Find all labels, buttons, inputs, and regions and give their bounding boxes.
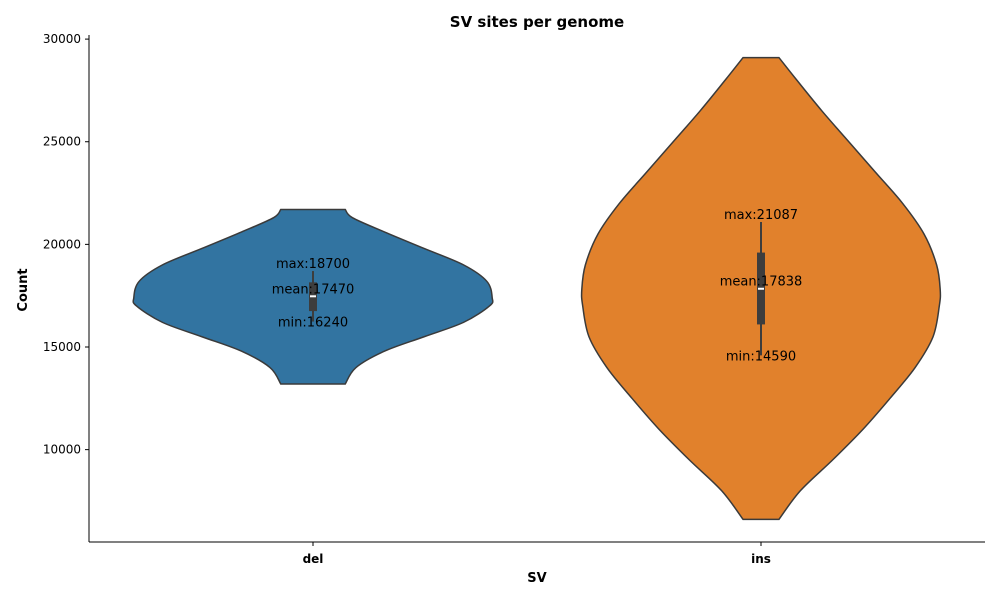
- x-tick-label-ins: ins: [751, 552, 771, 566]
- y-tick-label: 30000: [43, 32, 81, 46]
- mean-label-del: mean:17470: [272, 282, 355, 297]
- y-tick-label: 10000: [43, 443, 81, 457]
- y-tick-label: 25000: [43, 135, 81, 149]
- y-axis-label: Count: [16, 268, 31, 311]
- x-axis-label: SV: [527, 571, 546, 586]
- violin-ins: max:21087 mean:17838 min:14590: [580, 56, 942, 521]
- min-label-ins: min:14590: [726, 349, 796, 364]
- y-tick-label: 20000: [43, 237, 81, 251]
- violin-del: max:18700 mean:17470 min:16240: [132, 208, 494, 385]
- min-label-del: min:16240: [278, 316, 348, 331]
- y-tick-label: 15000: [43, 340, 81, 354]
- max-label-ins: max:21087: [724, 208, 798, 223]
- x-tick-label-del: del: [303, 552, 324, 566]
- max-label-del: max:18700: [276, 257, 350, 272]
- chart-title: SV sites per genome: [450, 13, 624, 31]
- mean-label-ins: mean:17838: [720, 275, 803, 290]
